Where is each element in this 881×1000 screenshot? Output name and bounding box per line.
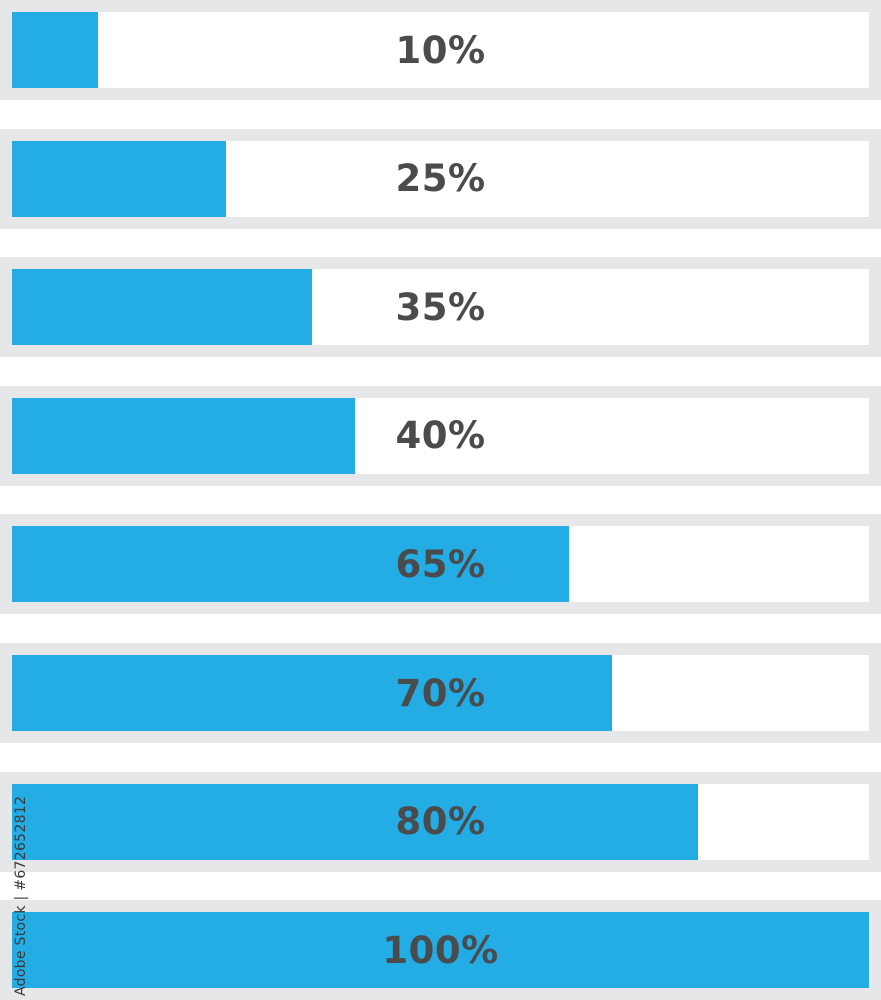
progress-track: 100% xyxy=(12,912,869,989)
progress-fill xyxy=(12,12,98,88)
progress-fill xyxy=(12,269,312,346)
progress-fill xyxy=(12,783,698,860)
progress-bar-35: 35% xyxy=(0,257,881,358)
progress-fill xyxy=(12,655,612,731)
progress-label: 35% xyxy=(395,285,486,329)
progress-track: 35% xyxy=(12,269,869,346)
stock-id-caption: Adobe Stock | #672652812 xyxy=(13,795,29,996)
progress-bar-25: 25% xyxy=(0,128,881,229)
progress-bar-100: 100% xyxy=(0,900,881,1000)
progress-label: 70% xyxy=(395,671,486,715)
progress-label: 100% xyxy=(382,928,499,972)
progress-label: 10% xyxy=(395,28,486,72)
progress-bar-65: 65% xyxy=(0,514,881,615)
progress-fill xyxy=(12,912,869,989)
progress-fill xyxy=(12,140,227,217)
progress-track: 10% xyxy=(12,12,869,88)
progress-bar-40: 40% xyxy=(0,385,881,486)
progress-label: 40% xyxy=(395,414,486,458)
progress-track: 65% xyxy=(12,526,869,603)
progress-track: 70% xyxy=(12,655,869,731)
progress-track: 25% xyxy=(12,140,869,217)
progress-track: 40% xyxy=(12,397,869,474)
progress-label: 25% xyxy=(395,157,486,201)
progress-bar-70: 70% xyxy=(0,643,881,743)
progress-label: 65% xyxy=(395,542,486,586)
progress-label: 80% xyxy=(395,800,486,844)
progress-bar-80: 80% xyxy=(0,771,881,872)
progress-track: 80% xyxy=(12,783,869,860)
progress-fill xyxy=(12,397,355,474)
progress-fill xyxy=(12,526,570,603)
progress-bar-10: 10% xyxy=(0,0,881,100)
